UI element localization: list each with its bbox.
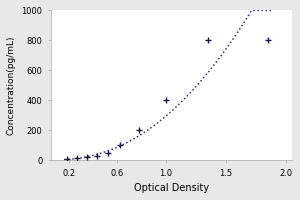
Y-axis label: Concentration(pg/mL): Concentration(pg/mL) (7, 36, 16, 135)
X-axis label: Optical Density: Optical Density (134, 183, 209, 193)
